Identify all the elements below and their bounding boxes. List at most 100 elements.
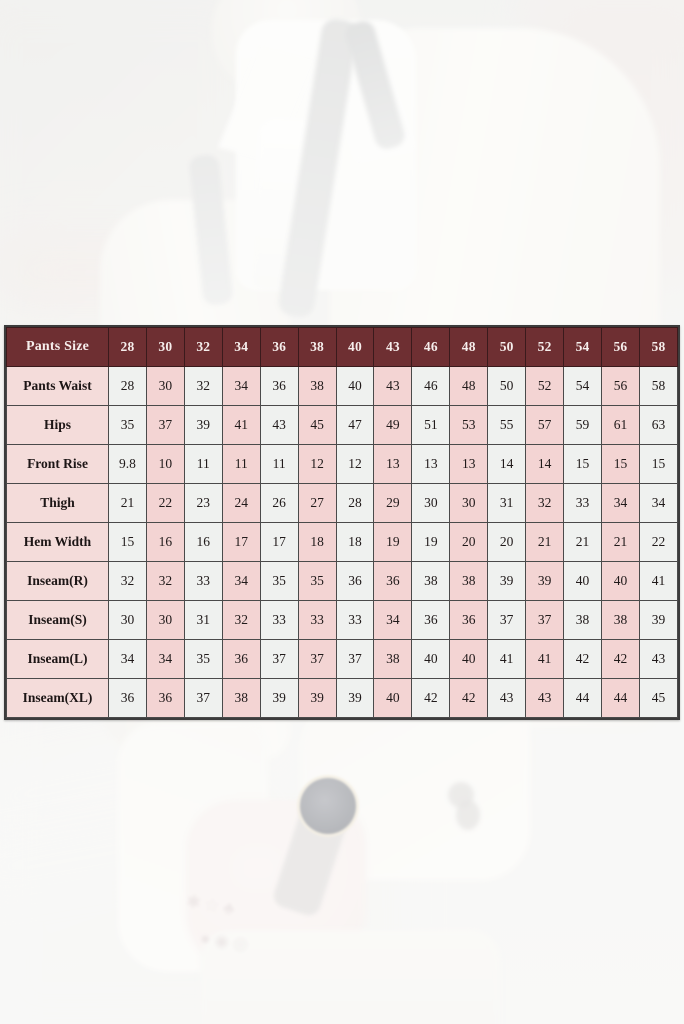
header-size-32: 32 xyxy=(183,327,223,367)
cell-inseam-r-46: 38 xyxy=(411,561,451,601)
cell-inseam-xl-36: 39 xyxy=(259,678,299,718)
cell-inseam-s-30: 30 xyxy=(145,600,185,640)
cell-hem-width-58: 22 xyxy=(638,522,679,562)
cell-inseam-s-34: 32 xyxy=(221,600,261,640)
cell-front-rise-32: 11 xyxy=(183,444,223,484)
header-size-58: 58 xyxy=(638,327,679,367)
cell-inseam-l-28: 34 xyxy=(108,639,147,679)
cell-inseam-l-46: 40 xyxy=(411,639,451,679)
cell-inseam-l-36: 37 xyxy=(259,639,299,679)
cell-hem-width-34: 17 xyxy=(221,522,261,562)
cell-front-rise-56: 15 xyxy=(600,444,640,484)
cell-hips-38: 45 xyxy=(297,405,337,445)
cell-front-rise-38: 12 xyxy=(297,444,337,484)
cell-inseam-r-50: 39 xyxy=(487,561,527,601)
cell-hips-58: 63 xyxy=(638,405,679,445)
cell-thigh-48: 30 xyxy=(449,483,489,523)
cell-front-rise-43: 13 xyxy=(373,444,413,484)
cell-front-rise-52: 14 xyxy=(525,444,565,484)
cell-pants-waist-30: 30 xyxy=(145,366,185,406)
cell-inseam-r-36: 35 xyxy=(259,561,299,601)
cell-front-rise-36: 11 xyxy=(259,444,299,484)
size-chart-header: Pants Size 28 30 32 34 36 38 40 43 46 48 50 52 54 56 5… xyxy=(6,327,679,367)
cell-pants-waist-36: 36 xyxy=(259,366,299,406)
row-label-inseam-xl: Inseam(XL) xyxy=(6,678,109,718)
cell-hips-48: 53 xyxy=(449,405,489,445)
cell-front-rise-34: 11 xyxy=(221,444,261,484)
table-row: Inseam(R) 32 32 33 34 35 35 36 36 38 38 39 39 40 40 41 xyxy=(6,561,679,601)
cell-inseam-s-40: 33 xyxy=(335,600,375,640)
header-size-56: 56 xyxy=(600,327,640,367)
header-corner-pants-size: Pants Size xyxy=(6,327,109,367)
table-row: Hem Width 15 16 16 17 17 18 18 19 19 20 20 21 21 21 22 xyxy=(6,522,679,562)
cell-inseam-l-30: 34 xyxy=(145,639,185,679)
cell-hips-50: 55 xyxy=(487,405,527,445)
row-label-thigh: Thigh xyxy=(6,483,109,523)
header-size-46: 46 xyxy=(411,327,451,367)
cell-front-rise-30: 10 xyxy=(145,444,185,484)
cell-inseam-xl-48: 42 xyxy=(449,678,489,718)
cell-hem-width-38: 18 xyxy=(297,522,337,562)
header-size-43: 43 xyxy=(373,327,413,367)
cell-thigh-58: 34 xyxy=(638,483,679,523)
cell-front-rise-58: 15 xyxy=(638,444,679,484)
cell-hem-width-56: 21 xyxy=(600,522,640,562)
header-size-30: 30 xyxy=(145,327,185,367)
header-size-38: 38 xyxy=(297,327,337,367)
cell-pants-waist-40: 40 xyxy=(335,366,375,406)
cell-front-rise-40: 12 xyxy=(335,444,375,484)
size-chart-container: Pants Size 28 30 32 34 36 38 40 43 46 48 50 52 54 56 5… xyxy=(4,325,680,720)
cell-pants-waist-58: 58 xyxy=(638,366,679,406)
cell-thigh-34: 24 xyxy=(221,483,261,523)
row-label-inseam-r: Inseam(R) xyxy=(6,561,109,601)
table-row: Inseam(L) 34 34 35 36 37 37 37 38 40 40 41 41 42 42 43 xyxy=(6,639,679,679)
row-label-front-rise: Front Rise xyxy=(6,444,109,484)
cell-inseam-s-56: 38 xyxy=(600,600,640,640)
cell-inseam-xl-40: 39 xyxy=(335,678,375,718)
row-label-inseam-l: Inseam(L) xyxy=(6,639,109,679)
cell-inseam-xl-54: 44 xyxy=(563,678,602,718)
cell-inseam-xl-28: 36 xyxy=(108,678,147,718)
cell-inseam-r-54: 40 xyxy=(563,561,602,601)
cell-inseam-r-38: 35 xyxy=(297,561,337,601)
cell-pants-waist-46: 46 xyxy=(411,366,451,406)
cell-pants-waist-34: 34 xyxy=(221,366,261,406)
cell-inseam-l-32: 35 xyxy=(183,639,223,679)
header-size-28: 28 xyxy=(108,327,147,367)
cell-inseam-r-56: 40 xyxy=(600,561,640,601)
header-size-50: 50 xyxy=(487,327,527,367)
cell-thigh-46: 30 xyxy=(411,483,451,523)
cell-inseam-s-32: 31 xyxy=(183,600,223,640)
cell-pants-waist-48: 48 xyxy=(449,366,489,406)
cell-hips-34: 41 xyxy=(221,405,261,445)
cell-thigh-52: 32 xyxy=(525,483,565,523)
cell-thigh-38: 27 xyxy=(297,483,337,523)
table-row: Hips 35 37 39 41 43 45 47 49 51 53 55 57 59 61 63 xyxy=(6,405,679,445)
table-row: Front Rise 9.8 10 11 11 11 12 12 13 13 13 14 14 15 15 1… xyxy=(6,444,679,484)
cell-inseam-r-48: 38 xyxy=(449,561,489,601)
table-row: Thigh 21 22 23 24 26 27 28 29 30 30 31 32 33 34 34 xyxy=(6,483,679,523)
cell-inseam-xl-30: 36 xyxy=(145,678,185,718)
cell-inseam-xl-50: 43 xyxy=(487,678,527,718)
cell-pants-waist-50: 50 xyxy=(487,366,527,406)
cell-hem-width-50: 20 xyxy=(487,522,527,562)
size-chart-body: Pants Waist 28 30 32 34 36 38 40 43 46 48 50 52 54 56 5… xyxy=(6,366,679,718)
cell-inseam-l-40: 37 xyxy=(335,639,375,679)
cell-thigh-36: 26 xyxy=(259,483,299,523)
cell-hips-54: 59 xyxy=(563,405,602,445)
cell-inseam-l-38: 37 xyxy=(297,639,337,679)
cell-inseam-l-52: 41 xyxy=(525,639,565,679)
table-row: Pants Waist 28 30 32 34 36 38 40 43 46 48 50 52 54 56 5… xyxy=(6,366,679,406)
cell-front-rise-54: 15 xyxy=(563,444,602,484)
cell-pants-waist-28: 28 xyxy=(108,366,147,406)
cell-inseam-xl-58: 45 xyxy=(638,678,679,718)
header-size-48: 48 xyxy=(449,327,489,367)
table-row: Inseam(S) 30 30 31 32 33 33 33 34 36 36 37 37 38 38 39 xyxy=(6,600,679,640)
cell-thigh-30: 22 xyxy=(145,483,185,523)
cell-hem-width-48: 20 xyxy=(449,522,489,562)
cell-hips-30: 37 xyxy=(145,405,185,445)
header-size-40: 40 xyxy=(335,327,375,367)
cell-inseam-l-58: 43 xyxy=(638,639,679,679)
cell-inseam-s-54: 38 xyxy=(563,600,602,640)
